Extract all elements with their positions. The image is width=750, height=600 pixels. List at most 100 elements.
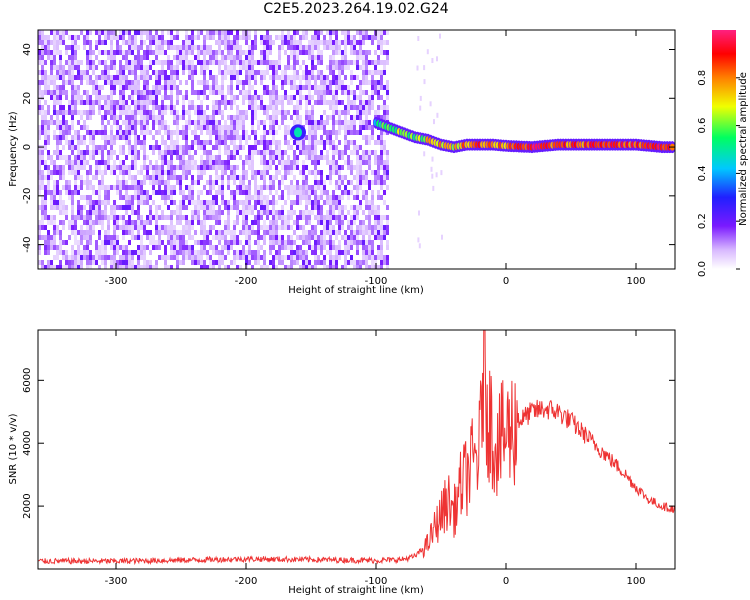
spectrogram-cell (176, 180, 179, 185)
spectrogram-cell (278, 240, 281, 245)
spectrogram-cell (344, 205, 347, 210)
spectrogram-cell (164, 125, 167, 130)
spectrogram-cell (203, 55, 206, 60)
spectrogram-cell (305, 150, 308, 155)
spectrogram-cell (80, 110, 83, 115)
spectrogram-cell (173, 35, 176, 40)
spectrogram-cell (86, 95, 89, 100)
spectrogram-cell (359, 125, 362, 130)
spectrogram-cell (134, 135, 137, 140)
spectrogram-cell (56, 150, 59, 155)
spectrogram-cell (104, 30, 107, 35)
spectrogram-cell (125, 110, 128, 115)
spectrogram-cell (116, 155, 119, 160)
spectrogram-cell (38, 180, 41, 185)
spectrogram-cell (209, 45, 212, 50)
spectrogram-cell (137, 265, 140, 269)
spectrogram-cell (383, 170, 386, 175)
spectrogram-cell (305, 30, 308, 35)
spectrogram-cell (65, 125, 68, 130)
spectrogram-cell (269, 165, 272, 170)
spectrogram-cell (101, 130, 104, 135)
spectrogram-cell (167, 125, 170, 130)
spectrogram-cell (278, 155, 281, 160)
spectrogram-cell (230, 155, 233, 160)
spectrogram-cell (374, 160, 377, 165)
spectrogram-cell (212, 160, 215, 165)
spectrogram-cell (317, 155, 320, 160)
spectrogram-cell (56, 190, 59, 195)
spectrogram-cell (323, 130, 326, 135)
spectrogram-cell (377, 195, 380, 200)
spectrogram-cell (311, 75, 314, 80)
spectrogram-cell (116, 130, 119, 135)
spectrogram-cell (194, 125, 197, 130)
spectrogram-cell (77, 60, 80, 65)
spectrogram-cell (278, 125, 281, 130)
spectrogram-cell (125, 85, 128, 90)
spectrogram-cell (266, 65, 269, 70)
spectrogram-cell (317, 50, 320, 55)
spectrogram-cell (308, 190, 311, 195)
spectrogram-cell (302, 95, 305, 100)
spectrogram-cell (329, 265, 332, 269)
spectrogram-cell (239, 200, 242, 205)
spectrogram-cell (320, 70, 323, 75)
spectrogram-cell (89, 205, 92, 210)
spectrogram-cell (221, 130, 224, 135)
spectrogram-cell (233, 165, 236, 170)
spectrogram-cell (122, 135, 125, 140)
spectrogram-cell (77, 210, 80, 215)
spectrogram-cell (206, 125, 209, 130)
spectrogram-cell (140, 220, 143, 225)
spectrogram-cell (134, 60, 137, 65)
spectrogram-cell (71, 100, 74, 105)
spectrogram-cell (344, 50, 347, 55)
spectrogram-cell (170, 110, 173, 115)
spectrogram-cell (149, 40, 152, 45)
spectrogram-cell (107, 155, 110, 160)
spectrogram-cell (380, 50, 383, 55)
spectrogram-cell (146, 155, 149, 160)
spectrogram-cell (155, 240, 158, 245)
spectrogram-cell (326, 220, 329, 225)
spectrogram-cell (239, 180, 242, 185)
spectrogram-cell (212, 85, 215, 90)
spectrogram-cell (263, 155, 266, 160)
spectrogram-cell (257, 105, 260, 110)
spectrogram-cell (203, 160, 206, 165)
spectrogram-cell (248, 145, 251, 150)
spectrogram-cell (344, 235, 347, 240)
spectrogram-cell (251, 120, 254, 125)
spectrogram-cell (293, 150, 296, 155)
spectrogram-cell (344, 75, 347, 80)
spectrogram-cell (254, 70, 257, 75)
spectrogram-cell (215, 125, 218, 130)
spectrogram-cell (260, 255, 263, 260)
spectrogram-cell (338, 125, 341, 130)
spectrogram-cell (140, 225, 143, 230)
spectrogram-cell (260, 50, 263, 55)
spectrogram-cell (176, 215, 179, 220)
spectrogram-cell (347, 65, 350, 70)
spectrogram-cell (170, 250, 173, 255)
spectrogram-cell (101, 135, 104, 140)
spectrogram-cell (275, 95, 278, 100)
spectrogram-cell (377, 70, 380, 75)
spectrogram-cell (41, 40, 44, 45)
spectrogram-cell (77, 205, 80, 210)
spectrogram-cell (101, 155, 104, 160)
spectrogram-cell (323, 95, 326, 100)
spectrogram-cell (44, 50, 47, 55)
spectrogram-cell (38, 80, 41, 85)
spectrogram-cell (104, 145, 107, 150)
spectrogram-cell (125, 30, 128, 35)
spectrogram-cell (83, 135, 86, 140)
spectrogram-cell (344, 65, 347, 70)
spectrogram-cell (194, 240, 197, 245)
spectrogram-cell (248, 45, 251, 50)
spectrogram-cell (101, 70, 104, 75)
spectrogram-cell (326, 115, 329, 120)
spectrogram-cell (194, 55, 197, 60)
spectrogram-cell (341, 190, 344, 195)
